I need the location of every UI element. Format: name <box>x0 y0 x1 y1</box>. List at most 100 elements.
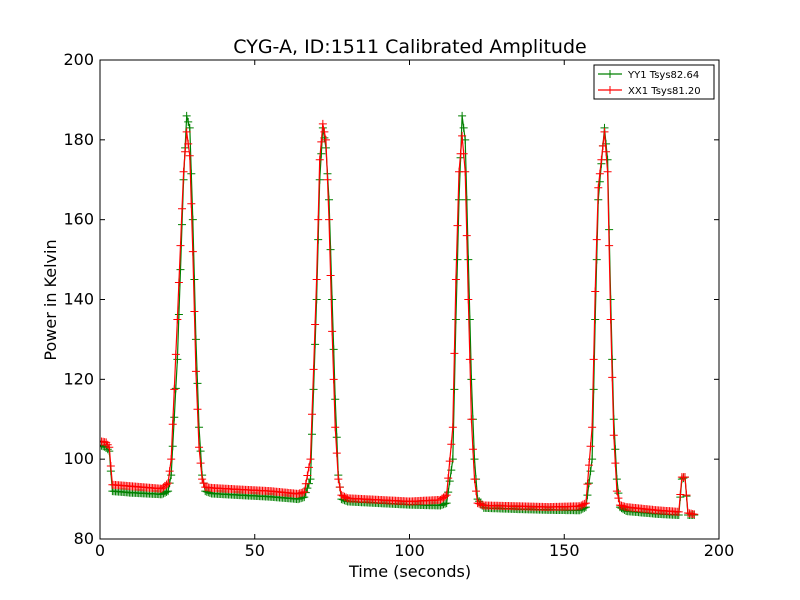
data-point-marker <box>176 265 185 274</box>
data-point-marker <box>464 295 473 304</box>
data-point-marker <box>311 320 320 329</box>
legend-marker <box>606 86 614 94</box>
data-point-marker <box>317 149 326 158</box>
data-point-marker <box>164 487 173 496</box>
data-point-marker <box>176 241 185 250</box>
data-point-marker <box>312 275 321 284</box>
data-point-marker <box>187 199 196 208</box>
legend-box <box>593 64 715 100</box>
data-point-marker <box>321 135 330 144</box>
data-point-marker <box>320 127 329 136</box>
data-point-marker <box>325 215 334 224</box>
data-point-marker <box>472 487 481 496</box>
data-point-marker <box>105 443 114 452</box>
data-point-marker <box>193 405 202 414</box>
data-point-marker <box>451 275 460 284</box>
data-point-marker <box>106 461 115 470</box>
x-tick-label: 50 <box>245 541 265 560</box>
data-point-marker <box>185 151 194 160</box>
data-point-marker <box>196 447 205 456</box>
data-point-marker <box>612 487 621 496</box>
legend-marker <box>606 70 614 78</box>
y-tick-label: 100 <box>63 449 94 468</box>
x-tick-label: 100 <box>394 541 425 560</box>
data-point-marker <box>462 231 471 240</box>
data-point-marker <box>467 415 476 424</box>
data-point-marker <box>199 479 208 488</box>
data-point-marker <box>608 373 617 382</box>
data-point-marker <box>444 474 453 483</box>
data-point-marker <box>314 215 323 224</box>
data-point-marker <box>441 492 450 501</box>
data-point-marker <box>174 310 183 319</box>
data-point-marker <box>301 479 310 488</box>
data-point-marker <box>447 440 456 449</box>
data-point-marker <box>315 155 324 164</box>
data-point-marker <box>453 255 462 264</box>
data-point-marker <box>326 271 335 280</box>
data-point-marker <box>162 480 171 489</box>
data-point-marker <box>605 241 614 250</box>
data-point-marker <box>317 137 326 146</box>
data-point-marker <box>583 480 592 489</box>
data-point-marker <box>441 499 450 508</box>
data-point-marker <box>179 167 188 176</box>
data-point-marker <box>581 499 590 508</box>
data-point-marker <box>162 487 171 496</box>
data-point-marker <box>450 349 459 358</box>
data-point-marker <box>173 315 182 324</box>
plot-area <box>100 111 699 520</box>
data-point-marker <box>461 167 470 176</box>
data-point-marker <box>318 119 327 128</box>
legend: YY1 Tsys82.64 XX1 Tsys81.20 <box>593 64 715 100</box>
data-point-marker <box>602 147 611 156</box>
data-point-marker <box>187 169 196 178</box>
data-point-marker <box>453 221 462 230</box>
data-point-marker <box>164 479 173 488</box>
data-point-marker <box>676 490 685 499</box>
legend-entry-label: XX1 Tsys81.20 <box>628 86 701 97</box>
data-point-marker <box>459 123 468 132</box>
y-tick-label: 160 <box>63 210 94 229</box>
data-point-marker <box>326 245 335 254</box>
x-tick-label: 150 <box>549 541 580 560</box>
data-point-marker <box>448 423 457 432</box>
data-point-marker <box>331 423 340 432</box>
data-point-marker <box>312 295 321 304</box>
data-point-marker <box>191 335 200 344</box>
data-point-marker <box>171 350 180 359</box>
data-point-marker <box>465 355 474 364</box>
data-point-marker <box>193 379 202 388</box>
data-point-marker <box>170 413 179 422</box>
data-point-marker <box>331 395 340 404</box>
data-point-marker <box>465 315 474 324</box>
data-point-marker <box>335 483 344 492</box>
data-point-marker <box>325 195 334 204</box>
data-point-marker <box>595 169 604 178</box>
data-point-marker <box>585 479 594 488</box>
data-point-marker <box>690 510 699 519</box>
data-point-marker <box>168 442 177 451</box>
data-point-marker <box>467 375 476 384</box>
data-point-marker <box>470 475 479 484</box>
data-point-marker <box>462 195 471 204</box>
data-point-marker <box>450 385 459 394</box>
data-point-marker <box>592 235 601 244</box>
data-point-marker <box>171 384 180 393</box>
data-point-marker <box>459 149 468 158</box>
data-point-marker <box>600 127 609 136</box>
data-point-marker <box>332 433 341 442</box>
data-point-marker <box>445 457 454 466</box>
data-point-marker <box>181 147 190 156</box>
x-axis-label: Time (seconds) <box>348 562 471 581</box>
data-point-marker <box>196 459 205 468</box>
data-point-marker <box>598 141 607 150</box>
data-point-marker <box>329 375 338 384</box>
data-point-marker <box>586 467 595 476</box>
data-point-marker <box>165 467 174 476</box>
data-point-marker <box>195 423 204 432</box>
data-point-marker <box>585 461 594 470</box>
y-axis-label: Power in Kelvin <box>41 239 60 360</box>
data-point-marker <box>458 131 467 140</box>
